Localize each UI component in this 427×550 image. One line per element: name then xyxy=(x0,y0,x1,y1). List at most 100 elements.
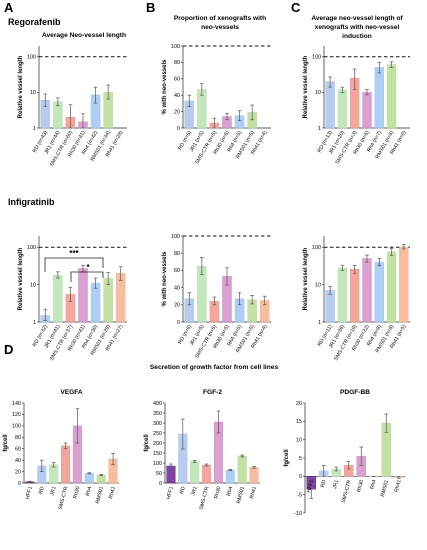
y-tick-label: 0 xyxy=(177,320,180,326)
y-tick-label: 1 xyxy=(318,320,321,326)
y-tick-label: -10 xyxy=(294,511,302,517)
y-tick-label: 1 xyxy=(33,126,36,132)
bar-JR1 xyxy=(190,461,200,484)
y-tick-label: 10 xyxy=(315,282,321,288)
infigratinib-label: Infigratinib xyxy=(8,197,55,207)
panel-a-title: Average Neo-vessel length xyxy=(42,32,126,39)
y-tick-label: 15 xyxy=(296,419,302,425)
chart-fgf2: 0 50 100 150 200 250 300 350 400 fg/cell FGF-2 HFF1… xyxy=(144,389,260,510)
y-tick-label: 10 xyxy=(30,90,36,96)
y-tick-label: 140 xyxy=(12,401,21,407)
category-label: RD xyxy=(320,479,328,488)
y-tick-label: 40 xyxy=(174,285,180,291)
bar-RD xyxy=(325,290,335,323)
y-tick-label: 40 xyxy=(15,458,21,464)
y-tick-label: 10 xyxy=(30,282,36,288)
y-tick-label: 100 xyxy=(171,234,180,240)
bar-RMS01 xyxy=(103,278,113,323)
panel-c-title-line3: induction xyxy=(342,33,372,40)
y-axis-label: Relative vessel length xyxy=(303,55,309,118)
y-tick-label: 20 xyxy=(174,303,180,309)
category-label: Rh30 xyxy=(213,486,222,500)
bar-RMS01 xyxy=(237,455,247,484)
category-label: Rh41 xyxy=(394,479,403,493)
y-tick-label: 150 xyxy=(153,451,162,457)
category-label: RMS01 xyxy=(380,479,390,497)
category-label: SMS-CTR xyxy=(341,479,353,504)
category-label: SMS-CTR xyxy=(199,486,211,511)
y-tick-label: 200 xyxy=(153,441,162,447)
significance-brackets: **** xyxy=(44,249,104,282)
panel-d-header: Secretion of growth factor from cell lin… xyxy=(150,364,279,371)
y-tick-label: 80 xyxy=(174,60,180,66)
panel-letter-c: C xyxy=(291,0,301,15)
significance-marker-3: *** xyxy=(69,249,79,258)
bar-JR1 xyxy=(53,274,63,323)
category-label: Rh4 xyxy=(369,479,377,490)
bar-Rh4 xyxy=(374,261,384,323)
y-tick-label: 80 xyxy=(174,251,180,257)
bar-JR1 xyxy=(337,89,348,129)
bar-RMS01 xyxy=(96,474,106,484)
panel-letter-d: D xyxy=(4,342,13,357)
category-label: Rh4 xyxy=(85,486,93,497)
panel-c-title-line1: Average neo-vessel length of xyxy=(311,15,403,22)
y-tick-label: 20 xyxy=(174,109,180,115)
panel-b-title-line2: neo-vessels xyxy=(201,24,239,31)
bar-JR1 xyxy=(49,464,59,484)
category-label: Rh41 xyxy=(249,486,258,500)
category-label: RD xyxy=(38,486,46,495)
bracket-sms-rh30 xyxy=(70,271,104,282)
bar-Rh30 xyxy=(362,92,372,129)
category-label: Rh4 xyxy=(226,486,234,497)
y-tick-label: 60 xyxy=(15,447,21,453)
y-tick-label: 50 xyxy=(156,471,162,477)
panel-b-title-line1: Proportion of xenografts with xyxy=(174,15,266,22)
bar-RMS01 xyxy=(386,64,397,129)
y-tick-label: 20 xyxy=(296,401,302,407)
y-tick-label: 60 xyxy=(174,268,180,274)
category-label: RD xyxy=(179,486,187,495)
y-tick-label: 20 xyxy=(15,469,21,475)
y-tick-label: 80 xyxy=(15,435,21,441)
category-label: HFF1 xyxy=(166,486,175,500)
y-tick-label: 0 xyxy=(18,481,21,487)
y-tick-label: 0 xyxy=(177,126,180,132)
y-tick-label: 1 xyxy=(33,320,36,326)
panel-letter-a: A xyxy=(4,0,14,15)
y-tick-label: 60 xyxy=(174,77,180,83)
bar-SMS-CTR xyxy=(61,445,71,484)
y-axis-label: fg/cell xyxy=(284,449,290,467)
y-tick-label: 100 xyxy=(153,461,162,467)
y-axis-label: Relative vessel length xyxy=(303,247,309,310)
chart-pdgfbb: -10 -5 0 5 10 15 20 fg/cell PDGF-BB HFF1 RD JR1 SMS-… xyxy=(284,389,405,517)
bar-Rh4 xyxy=(90,282,101,323)
y-tick-label: 10 xyxy=(296,437,302,443)
category-label: RMS01 xyxy=(95,486,105,504)
y-tick-label: 0 xyxy=(159,481,162,487)
y-axis-label: % with neo-vessels xyxy=(162,251,168,307)
category-label: Rh30 xyxy=(356,479,365,493)
y-tick-label: 1 xyxy=(318,126,321,132)
y-tick-label: 10 xyxy=(315,90,321,96)
y-tick-label: 100 xyxy=(27,245,36,251)
category-label: HFF1 xyxy=(306,479,315,493)
bar-Rh30 xyxy=(78,268,88,323)
y-axis-label: fg/cell xyxy=(3,434,9,452)
y-axis-label: Relative vessel length xyxy=(18,55,24,118)
y-tick-label: 100 xyxy=(312,55,321,61)
regorafenib-label: Regorafenib xyxy=(8,17,61,27)
bar-Rh4 xyxy=(84,473,94,484)
chart-title: PDGF-BB xyxy=(340,389,370,396)
category-label: SMS-CTR xyxy=(58,486,70,511)
y-tick-label: 40 xyxy=(174,93,180,99)
category-label: JR1 xyxy=(49,486,57,497)
panel-letter-b: B xyxy=(146,0,155,15)
y-tick-label: 350 xyxy=(153,411,162,417)
y-axis-label: fg/cell xyxy=(144,434,150,452)
